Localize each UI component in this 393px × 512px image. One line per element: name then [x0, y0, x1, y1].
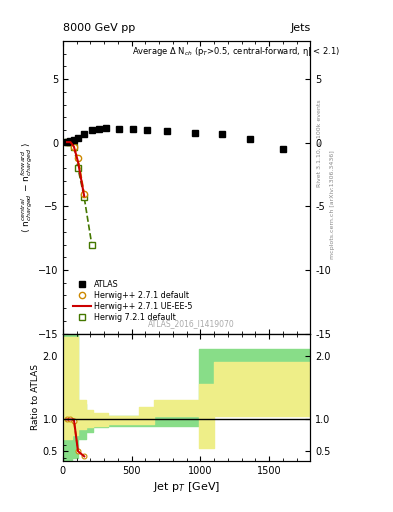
Y-axis label: ⟨ n$^{central}_{charged}$ − n$^{forward}_{charged}$ ⟩: ⟨ n$^{central}_{charged}$ − n$^{forward}… — [19, 142, 35, 232]
Y-axis label: Ratio to ATLAS: Ratio to ATLAS — [31, 364, 40, 430]
ATLAS — [193, 130, 197, 136]
ATLAS — [68, 138, 73, 144]
ATLAS — [76, 135, 81, 141]
ATLAS — [248, 136, 252, 142]
Text: Average Δ N$_{ch}$ (p$_{T}$>0.5, central-forward, η| < 2.1): Average Δ N$_{ch}$ (p$_{T}$>0.5, central… — [132, 46, 341, 58]
Herwig 7.2.1 default — [64, 139, 70, 145]
Herwig++ 2.7.1 UE-EE-5 — [76, 159, 81, 165]
X-axis label: Jet p$_{T}$ [GeV]: Jet p$_{T}$ [GeV] — [153, 480, 220, 494]
Text: mcplots.cern.ch [arXiv:1306.3436]: mcplots.cern.ch [arXiv:1306.3436] — [330, 151, 335, 259]
ATLAS — [131, 126, 136, 133]
ATLAS — [165, 128, 170, 134]
ATLAS — [82, 131, 86, 137]
Herwig++ 2.7.1 UE-EE-5 — [64, 139, 70, 145]
ATLAS — [103, 125, 108, 131]
ATLAS — [96, 125, 101, 132]
ATLAS — [281, 146, 285, 152]
Text: Jets: Jets — [290, 23, 310, 33]
ATLAS — [64, 139, 70, 145]
Herwig 7.2.1 default — [76, 165, 81, 171]
Line: Herwig 7.2.1 default: Herwig 7.2.1 default — [64, 139, 95, 248]
Herwig++ 2.7.1 UE-EE-5 — [72, 143, 76, 150]
Text: ATLAS_2016_I1419070: ATLAS_2016_I1419070 — [148, 319, 235, 328]
ATLAS — [220, 132, 225, 138]
Legend: ATLAS, Herwig++ 2.7.1 default, Herwig++ 2.7.1 UE-EE-5, Herwig 7.2.1 default: ATLAS, Herwig++ 2.7.1 default, Herwig++ … — [72, 279, 195, 324]
Text: 8000 GeV pp: 8000 GeV pp — [63, 23, 135, 33]
Herwig 7.2.1 default — [82, 195, 86, 201]
Herwig++ 2.7.1 default — [76, 155, 81, 161]
Text: Rivet 3.1.10, ≥ 100k events: Rivet 3.1.10, ≥ 100k events — [316, 99, 321, 187]
ATLAS — [117, 125, 122, 132]
Herwig 7.2.1 default — [72, 143, 76, 150]
Herwig 7.2.1 default — [90, 242, 94, 248]
Line: Herwig++ 2.7.1 default: Herwig++ 2.7.1 default — [64, 139, 87, 197]
ATLAS — [90, 127, 94, 133]
Herwig++ 2.7.1 UE-EE-5 — [68, 139, 73, 145]
Herwig++ 2.7.1 default — [72, 143, 76, 150]
Herwig++ 2.7.1 default — [82, 190, 86, 197]
Line: Herwig++ 2.7.1 UE-EE-5: Herwig++ 2.7.1 UE-EE-5 — [67, 142, 84, 196]
Herwig++ 2.7.1 UE-EE-5 — [82, 193, 86, 199]
ATLAS — [145, 127, 149, 133]
Herwig++ 2.7.1 default — [64, 139, 70, 145]
ATLAS — [72, 137, 76, 143]
Line: ATLAS: ATLAS — [64, 125, 286, 152]
Herwig 7.2.1 default — [68, 139, 73, 145]
Herwig++ 2.7.1 default — [68, 139, 73, 145]
